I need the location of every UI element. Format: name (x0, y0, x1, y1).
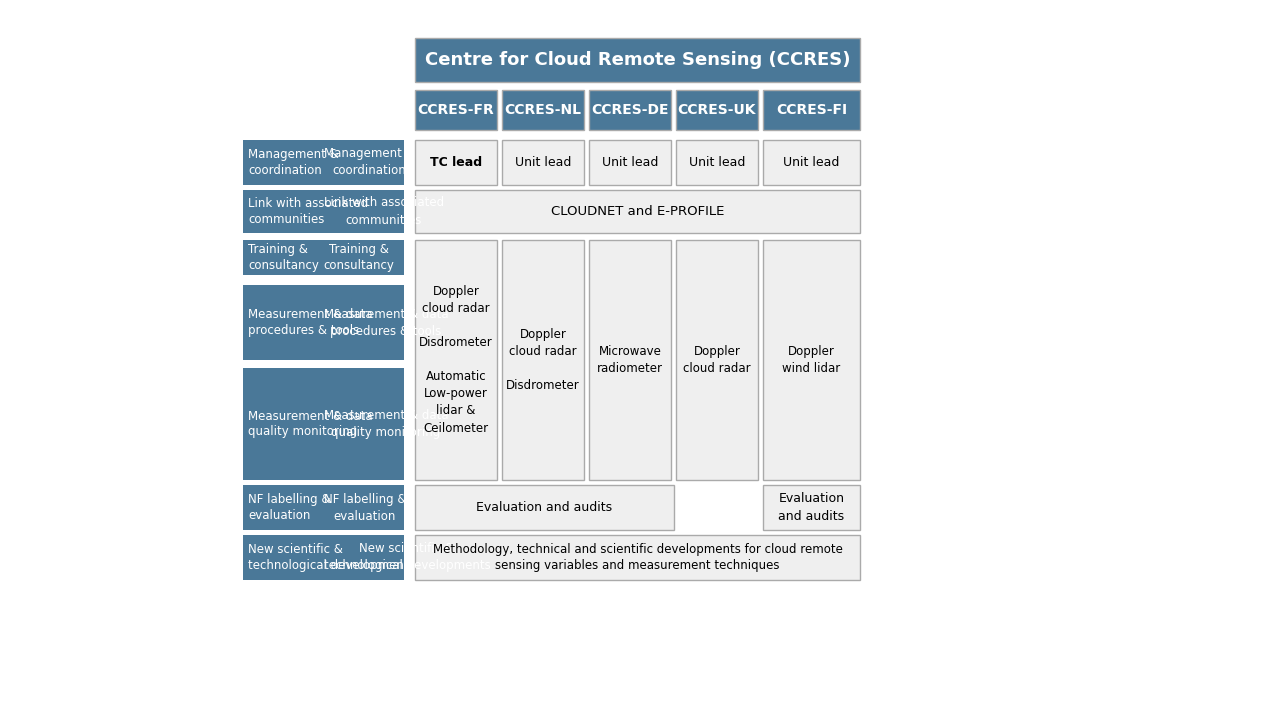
Bar (589, 240, 671, 480)
Text: Evaluation
and audits: Evaluation and audits (778, 492, 845, 523)
Text: Centre for Cloud Remote Sensing (CCRES): Centre for Cloud Remote Sensing (CCRES) (425, 51, 850, 69)
Text: Unit lead: Unit lead (689, 156, 745, 169)
Bar (243, 485, 404, 530)
Bar (589, 90, 671, 130)
Bar (502, 90, 584, 130)
Text: Training &
consultancy: Training & consultancy (248, 243, 319, 272)
Text: Doppler
wind lidar: Doppler wind lidar (782, 345, 841, 375)
Text: Doppler
cloud radar

Disdrometer

Automatic
Low-power
lidar &
Ceilometer: Doppler cloud radar Disdrometer Automati… (419, 286, 493, 434)
Bar (415, 240, 497, 480)
Text: Measurement & data
procedures & tools: Measurement & data procedures & tools (324, 307, 448, 338)
Bar (763, 90, 860, 130)
Bar (763, 485, 860, 530)
Text: Evaluation and audits: Evaluation and audits (476, 501, 613, 514)
Bar (676, 90, 758, 130)
Bar (243, 285, 404, 360)
Text: CCRES-FI: CCRES-FI (776, 103, 847, 117)
Bar (243, 190, 404, 233)
Bar (415, 38, 860, 82)
Text: Management &
coordination: Management & coordination (324, 148, 415, 178)
Bar (415, 485, 675, 530)
Text: New scientific &
technological developments: New scientific & technological developme… (324, 542, 490, 572)
Text: New scientific &
technological developments: New scientific & technological developme… (248, 543, 415, 572)
Bar (676, 140, 758, 185)
Bar (243, 240, 404, 275)
Text: Microwave
radiometer: Microwave radiometer (596, 345, 663, 375)
Text: Link with associated
communities: Link with associated communities (248, 197, 369, 226)
Text: Training &
consultancy: Training & consultancy (324, 243, 394, 272)
Text: Measurement & data
quality monitoring: Measurement & data quality monitoring (248, 410, 372, 438)
Text: Management &
coordination: Management & coordination (248, 148, 339, 177)
Text: Measurement & data
quality monitoring: Measurement & data quality monitoring (324, 409, 448, 439)
Text: Link with associated
communities: Link with associated communities (324, 197, 444, 227)
Bar (243, 368, 404, 480)
Text: NF labelling &
evaluation: NF labelling & evaluation (324, 492, 406, 523)
Text: Unit lead: Unit lead (602, 156, 658, 169)
Bar (243, 535, 404, 580)
Bar (676, 240, 758, 480)
Text: CLOUDNET and E-PROFILE: CLOUDNET and E-PROFILE (550, 205, 724, 218)
Text: Doppler
cloud radar: Doppler cloud radar (684, 345, 751, 375)
Text: Unit lead: Unit lead (515, 156, 571, 169)
Bar (589, 140, 671, 185)
Bar (415, 140, 497, 185)
Text: CCRES-UK: CCRES-UK (677, 103, 756, 117)
Text: NF labelling &
evaluation: NF labelling & evaluation (248, 493, 330, 522)
Bar (415, 535, 860, 580)
Bar (763, 140, 860, 185)
Bar (502, 140, 584, 185)
Text: CCRES-NL: CCRES-NL (504, 103, 581, 117)
Text: TC lead: TC lead (430, 156, 483, 169)
Text: CCRES-DE: CCRES-DE (591, 103, 668, 117)
Bar (415, 190, 860, 233)
Bar (415, 90, 497, 130)
Text: Methodology, technical and scientific developments for cloud remote
sensing vari: Methodology, technical and scientific de… (433, 542, 842, 572)
Text: Doppler
cloud radar

Disdrometer: Doppler cloud radar Disdrometer (506, 328, 580, 392)
Bar (763, 240, 860, 480)
Bar (243, 140, 404, 185)
Text: Unit lead: Unit lead (783, 156, 840, 169)
Bar (502, 240, 584, 480)
Text: Measurement & data
procedures & tools: Measurement & data procedures & tools (248, 308, 372, 337)
Text: CCRES-FR: CCRES-FR (417, 103, 494, 117)
